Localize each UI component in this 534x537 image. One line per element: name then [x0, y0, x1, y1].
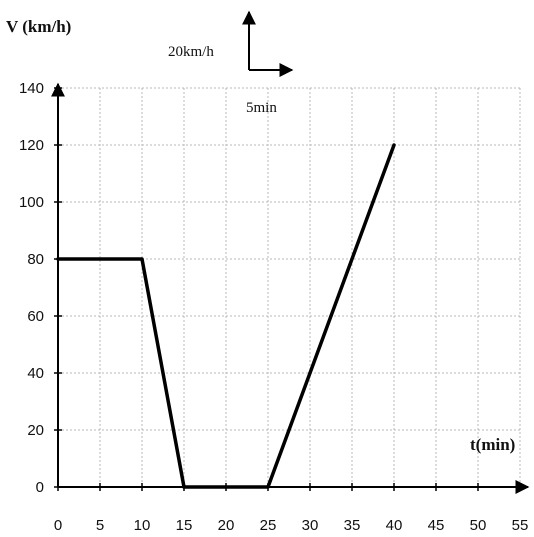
y-tick-label: 40	[27, 365, 44, 382]
y-tick-label: 140	[19, 80, 44, 97]
tick-labels: 0 5 10 15 20 25 30 35 40 45 50 55 0 20 40 60 80 100 120 140	[19, 80, 528, 534]
x-tick-label: 50	[470, 517, 487, 534]
y-tick-label: 60	[27, 308, 44, 325]
x-tick-label: 55	[512, 517, 529, 534]
scale-horizontal-label: 5min	[246, 100, 277, 116]
x-tick-label: 30	[302, 517, 319, 534]
y-tick-label: 0	[36, 479, 44, 496]
y-axis-title: V (km/h)	[6, 17, 71, 36]
x-tick-label: 10	[134, 517, 151, 534]
x-tick-label: 45	[428, 517, 445, 534]
y-tick-label: 20	[27, 422, 44, 439]
x-tick-label: 15	[176, 517, 193, 534]
scale-legend: 20km/h 5min	[168, 10, 294, 116]
x-tick-label: 40	[386, 517, 403, 534]
y-tick-label: 100	[19, 194, 44, 211]
axes	[51, 82, 530, 494]
scale-vertical-label: 20km/h	[168, 44, 214, 60]
x-tick-label: 25	[260, 517, 277, 534]
x-tick-label: 35	[344, 517, 361, 534]
y-tick-label: 120	[19, 137, 44, 154]
series-layer	[56, 143, 396, 489]
x-tick-label: 20	[218, 517, 235, 534]
series-line	[56, 143, 396, 489]
y-tick-label: 80	[27, 251, 44, 268]
x-axis-title: t(min)	[470, 435, 515, 454]
x-tick-label: 5	[96, 517, 104, 534]
x-tick-label: 0	[54, 517, 62, 534]
